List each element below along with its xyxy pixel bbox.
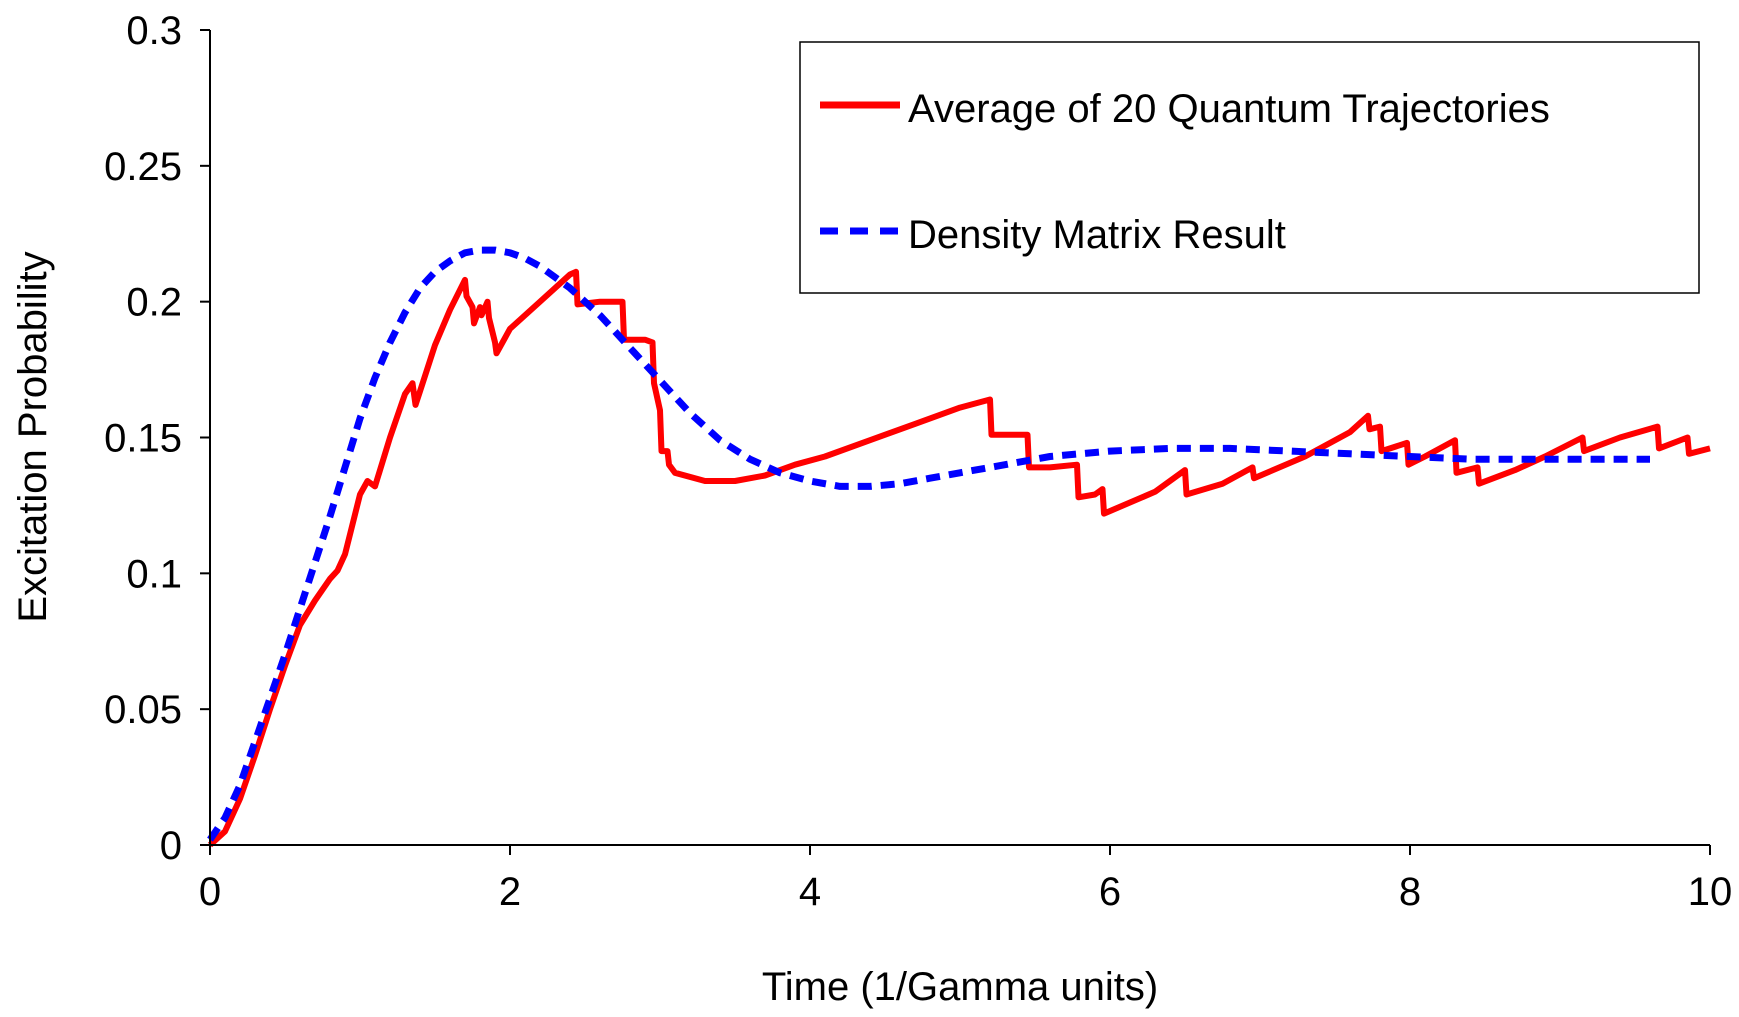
y-axis-ticks: 0 0.05 0.1 0.15 0.2 0.25 0.3 <box>104 9 210 868</box>
x-tick-label: 2 <box>499 870 521 914</box>
y-tick-label: 0.15 <box>104 417 182 461</box>
y-tick-label: 0.05 <box>104 688 182 732</box>
legend-label-trajectories: Average of 20 Quantum Trajectories <box>908 87 1550 131</box>
x-axis-ticks: 0 2 4 6 8 10 <box>199 845 1732 914</box>
y-tick-label: 0.25 <box>104 145 182 189</box>
y-tick-label: 0.3 <box>126 9 182 53</box>
x-tick-label: 0 <box>199 870 221 914</box>
x-tick-label: 8 <box>1399 870 1421 914</box>
legend-label-density-matrix: Density Matrix Result <box>908 213 1286 257</box>
x-tick-label: 4 <box>799 870 821 914</box>
y-axis-label: Excitation Probability <box>11 251 55 622</box>
x-tick-label: 10 <box>1688 870 1733 914</box>
series-layer <box>207 246 1711 848</box>
y-tick-label: 0 <box>160 824 182 868</box>
y-tick-label: 0.1 <box>126 552 182 596</box>
series-line-trajectories <box>207 268 1711 848</box>
y-tick-label: 0.2 <box>126 281 182 325</box>
x-axis-label: Time (1/Gamma units) <box>762 965 1158 1009</box>
legend-box <box>799 41 1700 294</box>
legend: Average of 20 Quantum Trajectories Densi… <box>799 41 1700 294</box>
x-tick-label: 6 <box>1099 870 1121 914</box>
series-line-density-matrix <box>207 246 1650 842</box>
